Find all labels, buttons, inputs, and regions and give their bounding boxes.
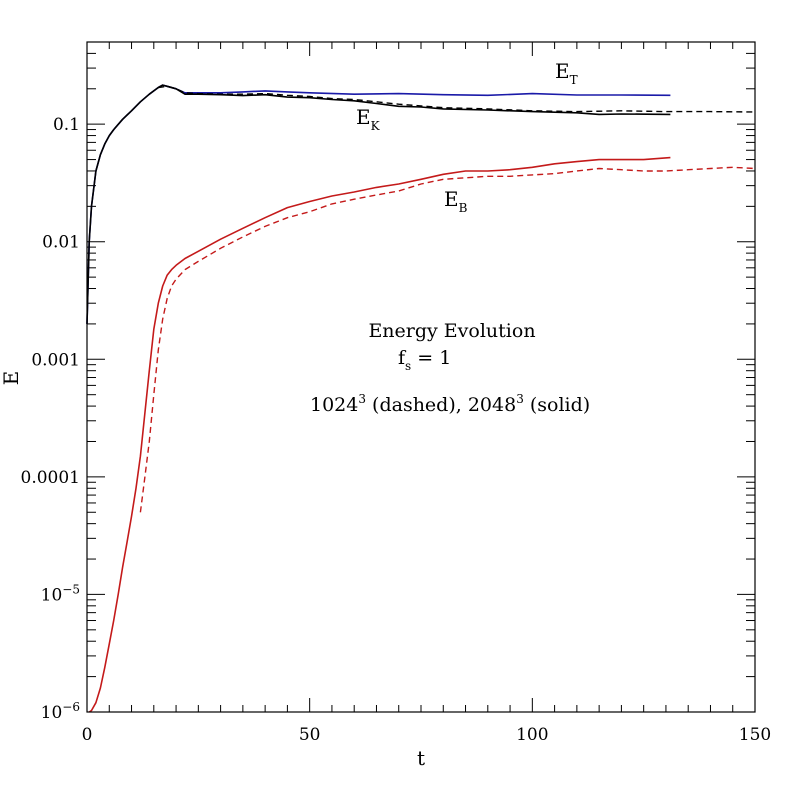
x-tick-label: 50 [299,725,321,745]
y-tick-label: 0.0001 [21,468,80,488]
x-tick-label: 0 [82,725,93,745]
x-tick-label: 100 [516,725,548,745]
y-axis-label: E [0,371,23,386]
x-axis-label: t [417,746,425,770]
y-tick-label: 0.01 [42,233,80,253]
curve-label-ek: EK [356,105,381,133]
y-tick-label: 10−5 [41,582,80,605]
chart-title: Energy Evolution [368,320,535,342]
data-curves [86,84,756,713]
curve-label-eb: EB [444,187,468,215]
plot-frame [86,41,756,713]
series-line-3 [88,156,671,713]
y-tick-label: 0.1 [53,115,80,135]
tick-marks [86,41,756,713]
series-line-2 [158,85,756,113]
series-line-4 [139,166,756,513]
fs-annotation: fs = 1 [398,347,451,373]
x-tick-label: 150 [739,725,771,745]
y-tick-label: 10−6 [41,700,80,723]
curve-label-et: ET [555,59,578,87]
tick-labels: 0 50 100 150 10−6 10−5 0.0001 0.001 0.01 0.1 [21,115,772,745]
resolution-annotation: 10243 (dashed), 20483 (solid) [310,392,590,416]
y-tick-label: 0.001 [31,350,80,370]
